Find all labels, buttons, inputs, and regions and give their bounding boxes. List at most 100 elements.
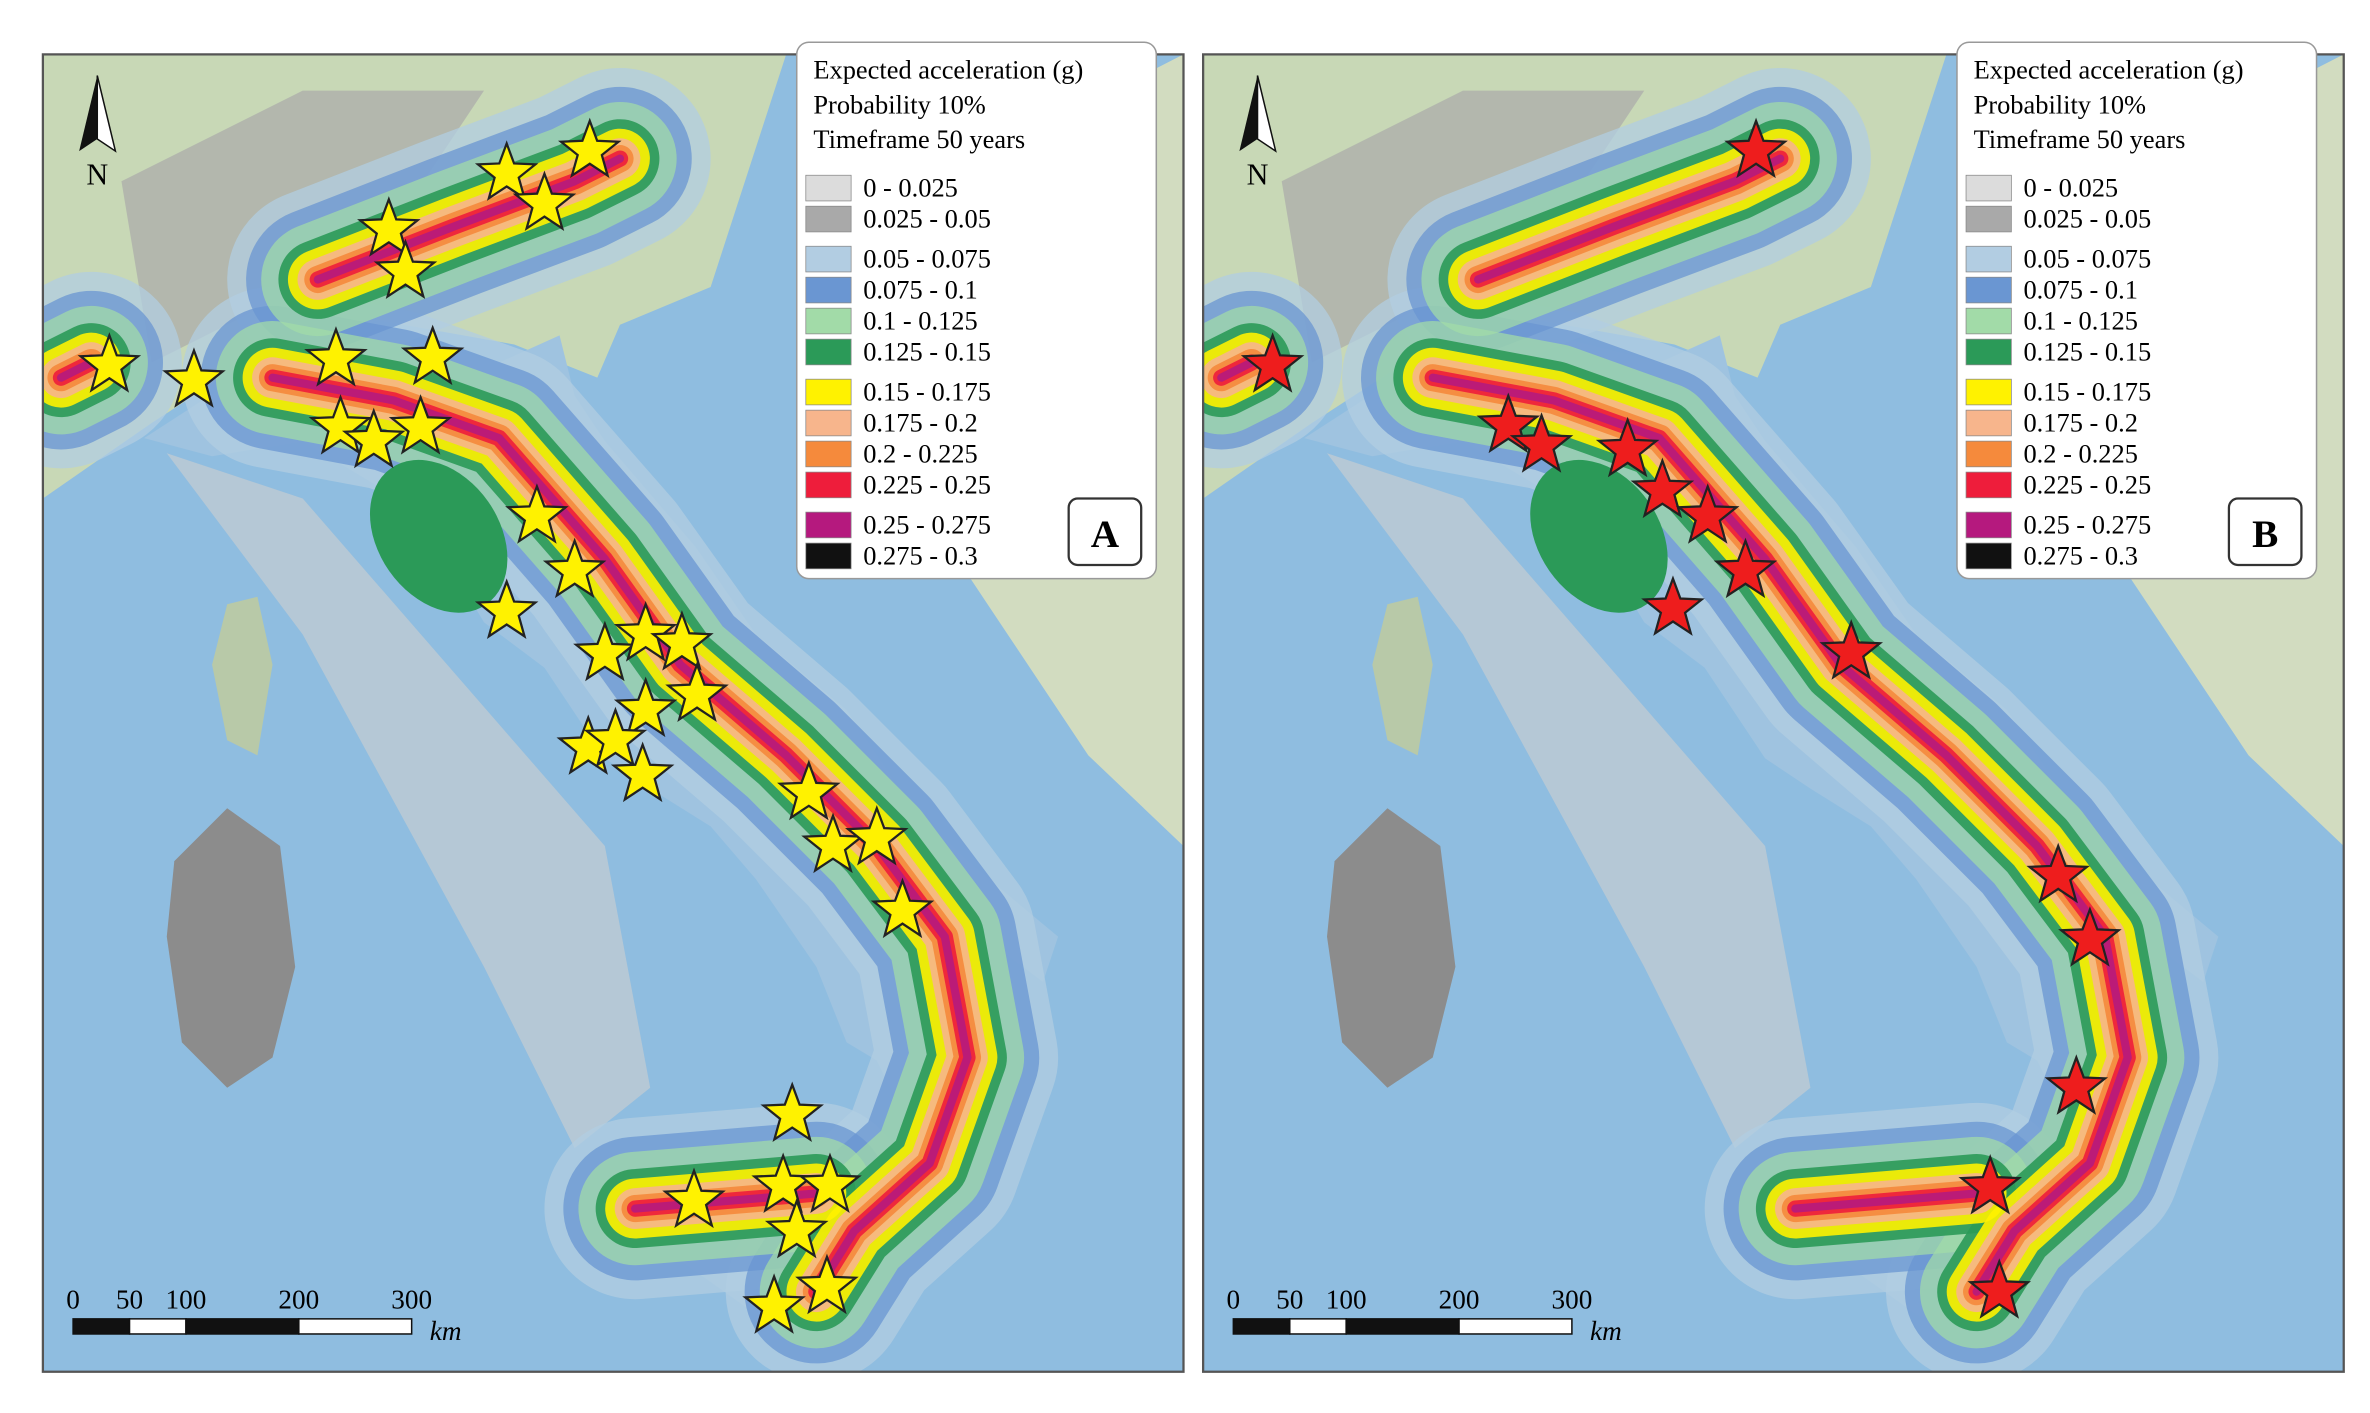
epicenter-star <box>1630 457 1695 519</box>
panel-label-box <box>2227 497 2303 567</box>
epicenter-star <box>1958 1153 2022 1215</box>
scale-segment <box>72 1318 131 1335</box>
epicenter-star <box>650 610 714 671</box>
hazard-band <box>1474 154 1785 284</box>
legend-label: 0.075 - 0.1 <box>2023 274 2138 304</box>
epicenter-star <box>1595 416 1660 478</box>
legend-box <box>795 41 1158 580</box>
legend-label: 0.25 - 0.275 <box>863 509 991 539</box>
epicenter-star <box>665 661 729 723</box>
epicenter-star <box>610 741 675 803</box>
legend-swatch <box>805 205 852 233</box>
north-label: N <box>1247 157 1269 191</box>
sardinia <box>166 808 296 1088</box>
panel-label-box <box>1067 497 1143 567</box>
legend-swatch <box>805 511 852 539</box>
legend-title: Probability 10% <box>1974 89 2146 119</box>
epicenter-star <box>1967 1258 2032 1319</box>
epicenter-star <box>558 117 622 179</box>
epicenter-star <box>2026 842 2090 904</box>
epicenter-star <box>474 578 539 639</box>
epicenter-star <box>2044 1054 2109 1115</box>
epicenter-star <box>801 812 865 874</box>
epicenter-star <box>388 394 453 455</box>
scale-segment <box>298 1318 413 1335</box>
legend-swatch <box>805 307 852 335</box>
epicenter-star <box>357 196 421 257</box>
legend-swatch <box>1965 174 2012 202</box>
arrow-left <box>1239 75 1258 152</box>
legend-title: Timeframe 50 years <box>1974 124 2186 154</box>
legend-label: 0.175 - 0.2 <box>863 407 978 437</box>
epicenter-star <box>1509 412 1574 473</box>
low-hazard <box>369 459 508 613</box>
epicenter-star <box>662 1167 726 1229</box>
hazard-band <box>56 358 96 382</box>
epicenter-star <box>764 1197 829 1259</box>
epicenter-star <box>400 324 465 386</box>
epicenter-star <box>373 238 438 300</box>
epicenter-star <box>845 804 909 866</box>
legend-label: 0.15 - 0.175 <box>863 376 991 406</box>
legend-swatch <box>1965 542 2012 570</box>
scale-tick-label: 100 <box>1326 1284 1367 1314</box>
legend-swatch <box>805 338 852 366</box>
legend-label: 0.25 - 0.275 <box>2023 509 2151 539</box>
legend-swatch <box>1965 471 2012 499</box>
epicenter-star <box>512 170 577 232</box>
panel-label: B <box>2252 513 2278 556</box>
legend-swatch <box>1965 440 2012 468</box>
scale-segment <box>1345 1318 1460 1335</box>
legend-swatch <box>805 276 852 304</box>
legend-label: 0.025 - 0.05 <box>2023 203 2151 233</box>
epicenter-star <box>341 407 406 469</box>
legend-label: 0.05 - 0.075 <box>2023 243 2151 273</box>
legend-label: 0.025 - 0.05 <box>863 203 991 233</box>
legend-label: 0.15 - 0.175 <box>2023 376 2151 406</box>
epicenter-star <box>505 483 569 544</box>
legend-label: 0.1 - 0.125 <box>2023 305 2138 335</box>
legend-label: 0.2 - 0.225 <box>863 438 978 468</box>
epicenter-star <box>1675 483 1740 544</box>
epicenter-star <box>304 326 368 387</box>
epicenter-star <box>1713 537 1778 599</box>
epicenter-star <box>2058 906 2122 967</box>
scale-tick-label: 200 <box>278 1284 319 1314</box>
scale-tick-label: 300 <box>1552 1284 1593 1314</box>
epicenter-star <box>162 347 226 408</box>
arrow-right <box>96 75 117 153</box>
legend-swatch <box>805 542 852 570</box>
legend-label: 0.275 - 0.3 <box>2023 540 2138 570</box>
legend-swatch <box>1965 409 2012 437</box>
legend-swatch <box>1965 276 2012 304</box>
north-label: N <box>86 157 108 191</box>
italy <box>1304 332 2219 1167</box>
legend-swatch <box>1965 511 2012 539</box>
gray-zone <box>166 453 651 1149</box>
legend-label: 0.1 - 0.125 <box>863 305 978 335</box>
hazard-band <box>1428 373 2132 1296</box>
legend-swatch <box>1965 205 2012 233</box>
scale-segment <box>128 1318 187 1335</box>
legend-swatch <box>805 471 852 499</box>
epicenter-star <box>583 706 648 768</box>
panel-frame <box>41 53 1185 1373</box>
legend-swatch <box>1965 245 2012 273</box>
hazard-band <box>1217 358 1256 382</box>
scale-segment <box>185 1318 300 1335</box>
legend-box <box>1956 41 2318 580</box>
epicenter-star <box>742 1273 806 1334</box>
corsica <box>212 596 273 756</box>
legend-title: Expected acceleration (g) <box>1974 55 2244 85</box>
epicenter-star <box>1641 575 1705 636</box>
scale-tick-label: 50 <box>116 1284 143 1314</box>
scale-segment <box>1289 1318 1347 1335</box>
scale-segment <box>1232 1318 1291 1335</box>
scale-tick-label: 0 <box>1227 1284 1241 1314</box>
epicenter-star <box>77 332 142 393</box>
epicenter-star <box>542 537 607 599</box>
scale-unit: km <box>430 1316 462 1346</box>
